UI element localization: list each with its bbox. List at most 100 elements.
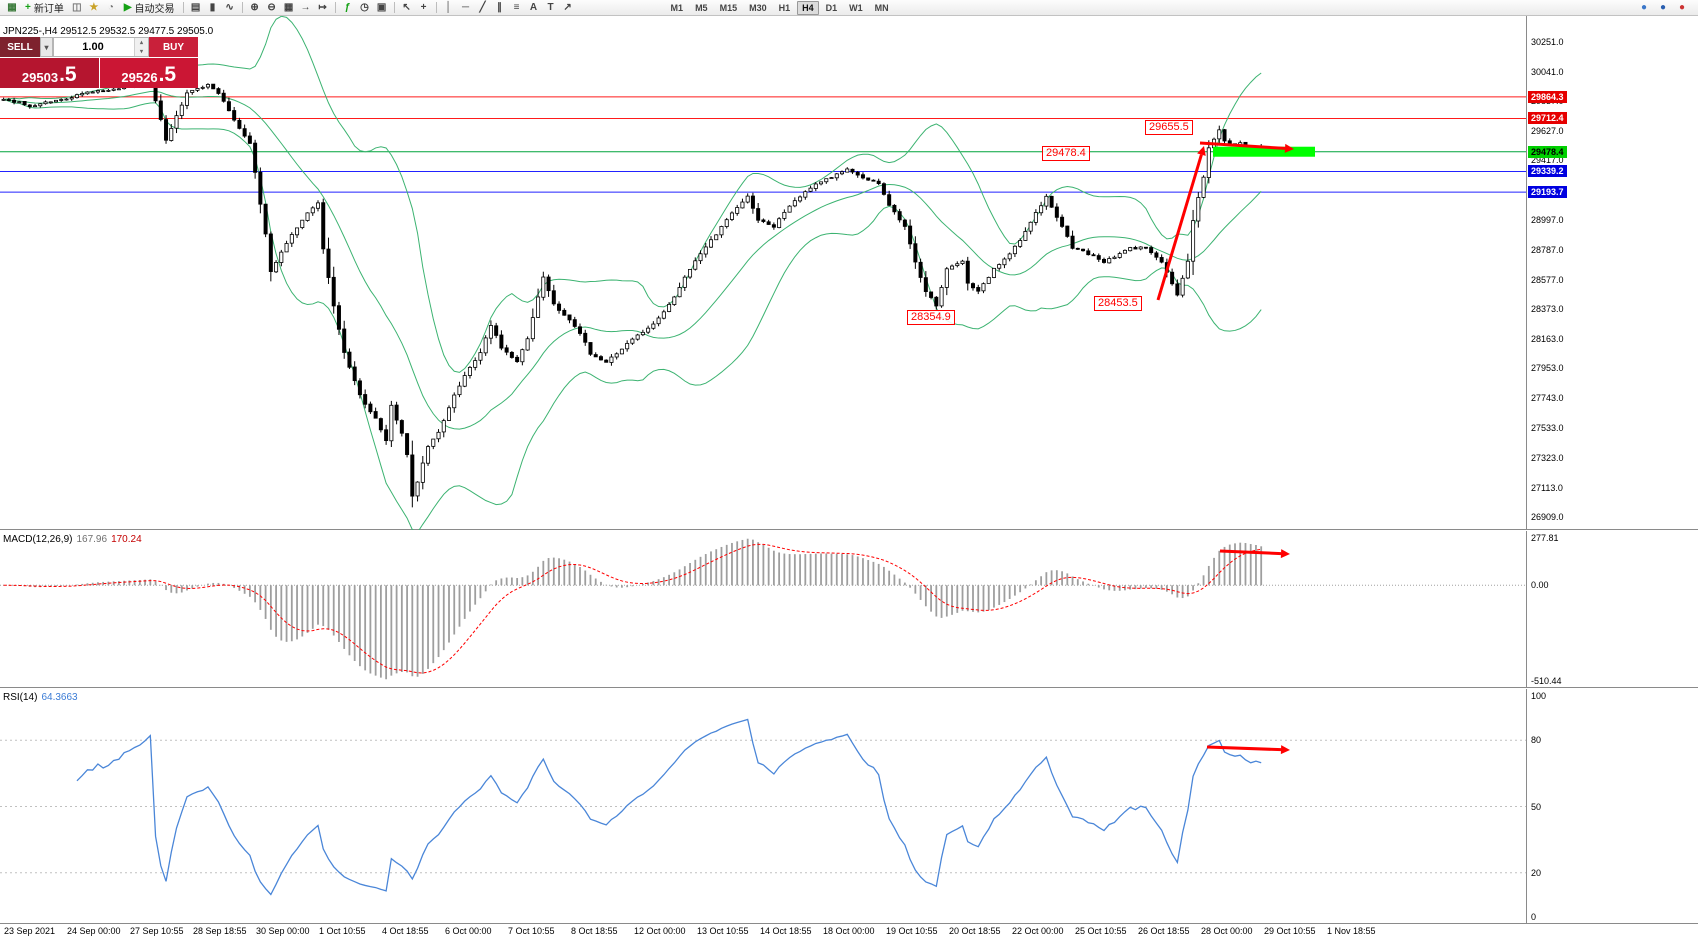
- time-axis-label: 23 Sep 2021: [4, 926, 56, 936]
- toolbar-separator: [334, 2, 336, 13]
- price-annotation-box[interactable]: 29655.5: [1145, 120, 1193, 135]
- macd-value-signal: 170.24: [111, 534, 142, 545]
- rsi-scale-label: 80: [1531, 735, 1542, 746]
- time-axis-label: 20 Oct 18:55: [949, 926, 1001, 936]
- price-level-tag[interactable]: 29193.7: [1528, 186, 1567, 199]
- price-level-tag[interactable]: 29864.3: [1528, 90, 1567, 103]
- rsi-name: RSI(14): [3, 692, 38, 703]
- price-scale-label: 28787.0: [1531, 244, 1564, 255]
- favorites-icon: ★: [89, 2, 99, 13]
- vertical-line-icon[interactable]: │: [441, 1, 457, 15]
- rsi-arrow: [1206, 745, 1290, 755]
- time-axis-label: 18 Oct 00:00: [823, 926, 875, 936]
- time-axis-label: 7 Oct 10:55: [508, 926, 555, 936]
- trendline-icon: ╱: [479, 2, 486, 13]
- price-level-tag[interactable]: 29478.4: [1528, 145, 1567, 158]
- zoom-in-icon[interactable]: ⊕: [247, 1, 263, 15]
- fibonacci-icon[interactable]: ≡: [509, 1, 525, 15]
- volume-input[interactable]: [54, 38, 132, 56]
- price-annotation-box[interactable]: 29478.4: [1042, 146, 1090, 161]
- horizontal-line-icon[interactable]: ─: [458, 1, 474, 15]
- timeframe-d1-button[interactable]: D1: [825, 2, 838, 13]
- price-scale-label: 30041.0: [1531, 66, 1564, 77]
- community-icon: ●: [1640, 2, 1648, 13]
- timeframe-m30-button[interactable]: M30: [749, 2, 767, 13]
- buy-button[interactable]: BUY: [149, 37, 198, 57]
- time-axis-label: 1 Oct 10:55: [319, 926, 366, 936]
- rsi-scale-label: 100: [1531, 691, 1547, 701]
- price-scale-label: 27533.0: [1531, 423, 1564, 434]
- timeframe-w1-button[interactable]: W1: [849, 2, 863, 13]
- community-icon[interactable]: ●: [1636, 1, 1652, 15]
- sell-button[interactable]: SELL: [0, 37, 40, 57]
- new-order-button[interactable]: + 新订单: [21, 1, 68, 15]
- volume-dropdown-icon[interactable]: ▾: [40, 37, 53, 57]
- price-annotation-box[interactable]: 28453.5: [1094, 296, 1142, 311]
- arrow-objects-icon: ↗: [563, 2, 572, 13]
- mql5-icon[interactable]: ●: [1655, 1, 1671, 15]
- buy-price-button[interactable]: 29526.5: [99, 58, 198, 88]
- horizontal-line-icon: ─: [462, 2, 470, 13]
- price-annotation-box[interactable]: 28354.9: [907, 310, 955, 325]
- arrow-objects-icon[interactable]: ↗: [560, 1, 576, 15]
- new-chart-icon[interactable]: ▦: [4, 1, 20, 15]
- favorites-icon[interactable]: ★: [86, 1, 102, 15]
- top-toolbar: ▦ + 新订单 ◫ ★ ◔ ▶ 自动交易 ▤ ▮ ∿ ⊕ ⊖ ▦ → ↦ ƒ ◷ ▣ ↖ + │ ─ ╱ ∥ ≡ A T ↗ M1 M5 M…: [0, 0, 1698, 16]
- macd-axis-border: [1526, 531, 1527, 687]
- candlestick-chart-icon[interactable]: ▮: [205, 1, 221, 15]
- line-chart-icon[interactable]: ∿: [222, 1, 238, 15]
- volume-down-button[interactable]: ▾: [135, 47, 148, 56]
- candlesticks: [1, 73, 1264, 508]
- toolbar-main-group: ▦ + 新订单 ◫ ★ ◔ ▶ 自动交易 ▤ ▮ ∿ ⊕ ⊖ ▦ → ↦ ƒ ◷ ▣ ↖ + │ ─ ╱ ∥ ≡ A T ↗: [4, 1, 576, 15]
- profiles-icon: ◫: [72, 2, 82, 13]
- macd-chart-svg[interactable]: [0, 531, 1526, 688]
- macd-label: MACD(12,26,9) 167.96 170.24: [3, 534, 142, 545]
- timeframe-m5-button[interactable]: M5: [695, 2, 708, 13]
- rsi-axis-border: [1526, 689, 1527, 923]
- templates-icon[interactable]: ▣: [374, 1, 390, 15]
- channel-icon[interactable]: ∥: [492, 1, 508, 15]
- price-scale-label: 28997.0: [1531, 215, 1564, 226]
- autotrading-button[interactable]: ▶ 自动交易: [120, 1, 179, 15]
- cursor-icon[interactable]: ↖: [399, 1, 415, 15]
- text-label-icon[interactable]: T: [543, 1, 559, 15]
- timeframe-h4-button[interactable]: H4: [797, 0, 819, 15]
- bar-chart-icon[interactable]: ▤: [188, 1, 204, 15]
- macd-name: MACD(12,26,9): [3, 534, 73, 545]
- volume-up-button[interactable]: ▴: [135, 38, 148, 47]
- price-level-tag[interactable]: 29712.4: [1528, 112, 1567, 125]
- trendline-icon[interactable]: ╱: [475, 1, 491, 15]
- text-icon[interactable]: A: [526, 1, 542, 15]
- price-level-tag[interactable]: 29339.2: [1528, 165, 1567, 178]
- timeframe-m1-button[interactable]: M1: [670, 2, 684, 13]
- price-scale-label: 27953.0: [1531, 363, 1564, 374]
- periods-icon[interactable]: ◷: [357, 1, 373, 15]
- timeframe-mn-button[interactable]: MN: [874, 2, 889, 13]
- price-scale-label: 30251.0: [1531, 36, 1564, 47]
- help-icon[interactable]: ●: [1674, 1, 1690, 15]
- channel-icon: ∥: [497, 2, 503, 13]
- auto-scroll-icon: →: [300, 2, 311, 13]
- timeframe-m15-button[interactable]: M15: [719, 2, 738, 13]
- timeframe-h1-button[interactable]: H1: [778, 2, 791, 13]
- zoom-out-icon[interactable]: ⊖: [264, 1, 280, 15]
- chart-shift-icon[interactable]: ↦: [315, 1, 331, 15]
- trend-arrow-up: [1156, 146, 1206, 301]
- sell-price-button[interactable]: 29503.5: [0, 58, 99, 88]
- auto-scroll-icon[interactable]: →: [298, 1, 314, 15]
- indicators-icon[interactable]: ƒ: [340, 1, 356, 15]
- trend-arrow-right: [1199, 141, 1294, 153]
- time-axis-label: 14 Oct 18:55: [760, 926, 812, 936]
- price-chart-svg[interactable]: [0, 16, 1526, 530]
- macd-arrow: [1219, 549, 1290, 559]
- crosshair-icon[interactable]: +: [416, 1, 432, 15]
- crosshair-icon: +: [420, 2, 427, 13]
- alerts-icon[interactable]: ◔: [103, 1, 119, 15]
- buy-price-frac: .5: [158, 63, 177, 86]
- profiles-icon[interactable]: ◫: [69, 1, 85, 15]
- rsi-chart-svg[interactable]: [0, 689, 1526, 924]
- time-axis-label: 27 Sep 10:55: [130, 926, 184, 936]
- time-axis-label: 29 Oct 10:55: [1264, 926, 1316, 936]
- tile-windows-icon[interactable]: ▦: [281, 1, 297, 15]
- price-scale-label: 28373.0: [1531, 303, 1564, 314]
